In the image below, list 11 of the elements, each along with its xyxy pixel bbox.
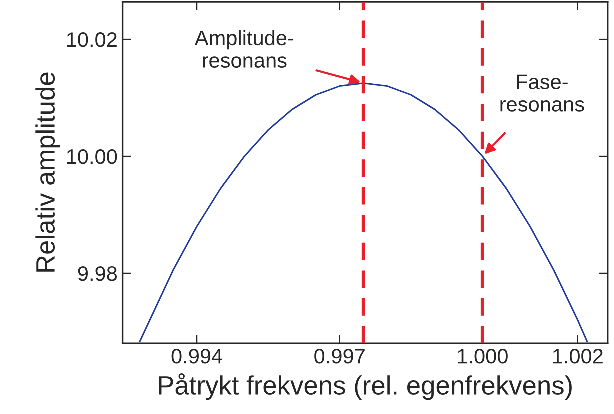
y-tick-label: 10.00 (67, 149, 118, 164)
annotation: Fase- resonans (500, 74, 584, 112)
annotation: Amplitude- resonans (194, 30, 294, 68)
x-tick-label: 1.002 (553, 349, 603, 364)
x-tick-label: 1.000 (458, 349, 508, 364)
x-axis-title: Påtrykt frekvens (rel. egenfrekvens) (159, 373, 572, 400)
y-axis-title: Relativ amplitude (36, 72, 60, 272)
x-tick-label: 0.997 (314, 349, 365, 364)
y-tick-label: 10.02 (67, 32, 117, 48)
y-tick-label: 9.98 (78, 266, 118, 282)
x-tick-label: 0.994 (172, 349, 223, 364)
